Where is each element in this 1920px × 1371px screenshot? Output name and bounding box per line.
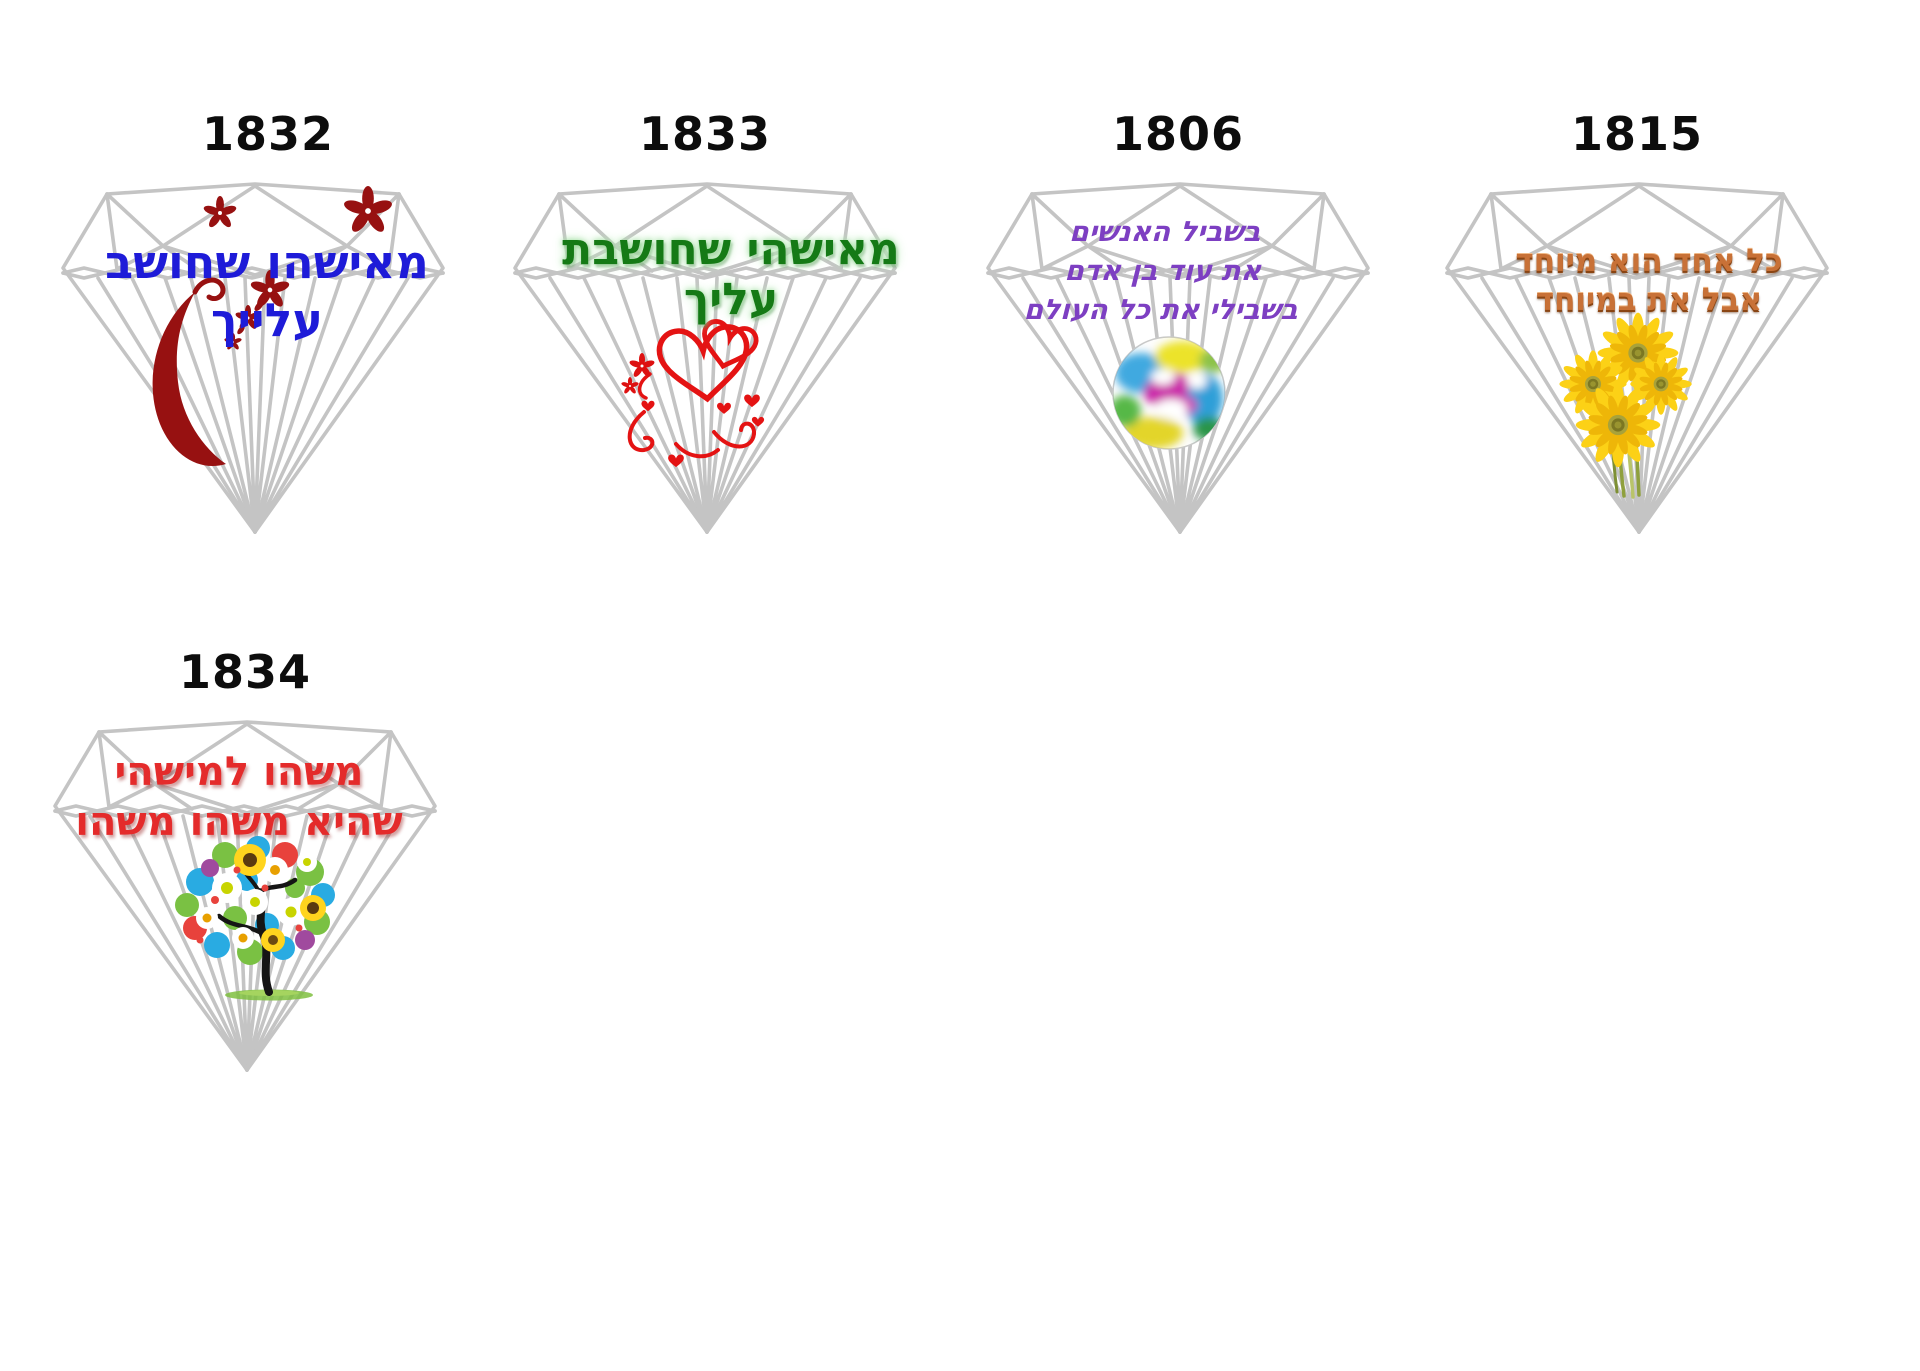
design-code: 1833 [638,107,772,161]
watercolor-globe-icon [1112,336,1226,450]
quote-line: בשבילי את כל העולם [1023,293,1299,326]
heart-swirl-flowers-icon [152,186,393,467]
quote-line: בשביל האנשים [1068,215,1262,248]
design-card-1815: 1815 כל אחד הוא מיוחד אבל את במיוחד [1444,108,1830,538]
flower-tree-icon [175,836,335,1001]
quote-text: משהו למישהי שהיא משהו משהו [46,747,432,847]
design-code: 1806 [1111,107,1245,161]
quote-line: עלייך [210,293,324,347]
design-code: 1832 [201,107,335,161]
quote-line: את עוד בן אדם [1063,254,1263,287]
quote-line: שהיא משהו משהו [75,799,403,845]
quote-text: מאישהו שחושב עלייך [74,233,460,349]
quote-text: כל אחד הוא מיוחד אבל את במיוחד [1456,242,1842,320]
quote-line: מאישהו שחושב [105,235,429,289]
quote-text: מאישהי שחושבת עליך [538,225,924,325]
quote-line: כל אחד הוא מיוחד [1515,243,1783,279]
design-card-1832: 1832 מאישהו שחושב עלייך [60,108,446,538]
design-code: 1815 [1570,107,1704,161]
quote-line: מאישהי שחושבת [562,224,900,275]
quote-line: עליך [683,274,779,325]
quote-line: משהו למישהי [114,749,364,795]
design-code: 1834 [178,645,312,699]
quote-text: בשביל האנשים את עוד בן אדם בשבילי את כל … [967,212,1359,329]
design-card-1833: 1833 מאיש [512,107,900,538]
design-card-1806: 1806 [985,108,1371,538]
gerbera-bouquet-icon [1559,312,1692,499]
quote-line: אבל את במיוחד [1535,282,1763,318]
design-card-1834: 1834 [52,646,438,1076]
double-heart-flourish-icon [621,178,765,468]
